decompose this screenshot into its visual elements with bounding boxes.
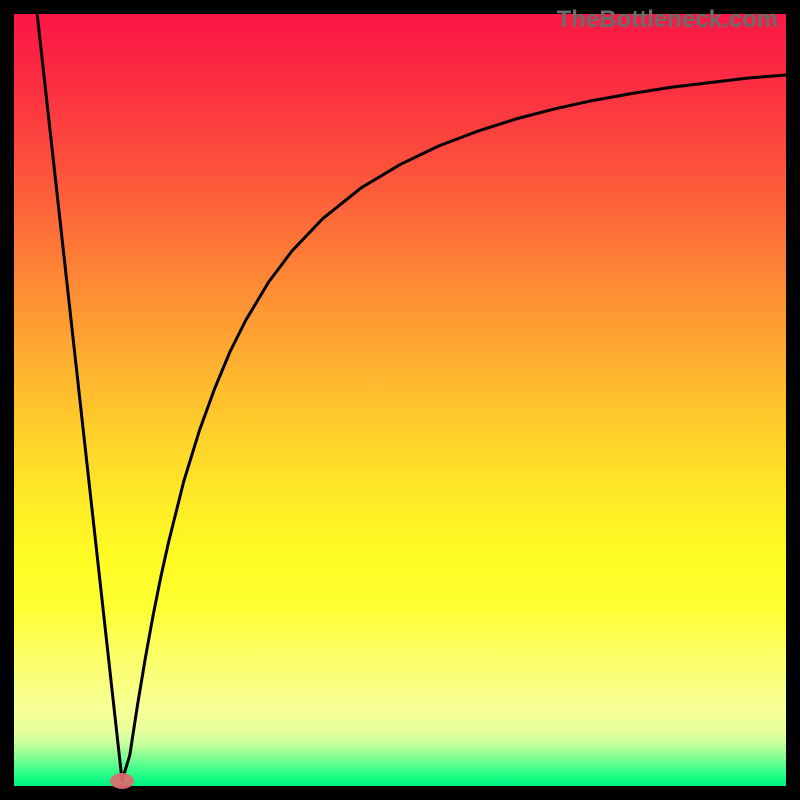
curve-left-branch <box>37 14 122 781</box>
watermark-text: TheBottleneck.com <box>557 6 778 34</box>
curve-right-branch <box>122 75 786 781</box>
bottleneck-chart: TheBottleneck.com <box>0 0 800 800</box>
valley-marker <box>110 773 134 789</box>
curve-overlay <box>0 0 800 800</box>
